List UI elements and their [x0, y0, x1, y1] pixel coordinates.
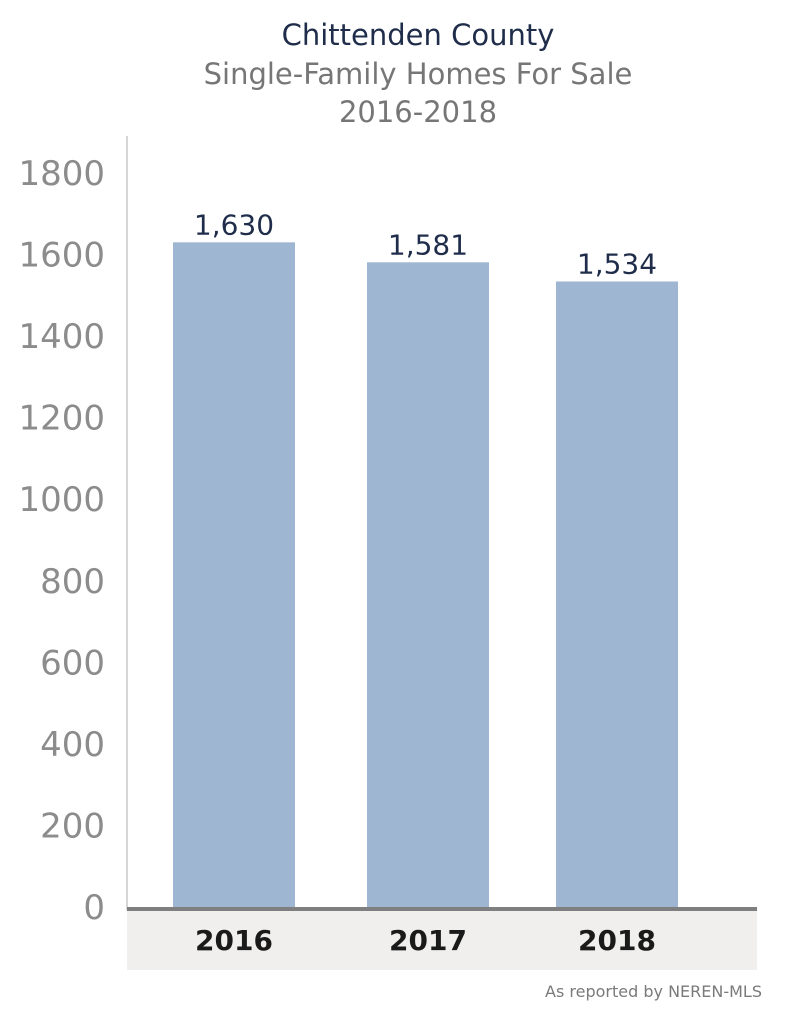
y-tick-label: 400: [40, 725, 105, 765]
y-tick-label: 1000: [18, 480, 105, 520]
data-label: 1,630: [194, 208, 274, 241]
x-tick-label: 2016: [195, 924, 273, 957]
x-tick-label: 2017: [389, 924, 467, 957]
y-tick-label: 1400: [18, 317, 105, 357]
bar-2018: [556, 281, 678, 908]
x-tick-label: 2018: [578, 924, 656, 957]
y-tick-label: 800: [40, 562, 105, 602]
y-tick-label: 1600: [18, 236, 105, 276]
y-tick-label: 0: [83, 888, 105, 928]
y-tick-label: 1800: [18, 154, 105, 194]
data-labels: 1,630 1,581 1,534: [194, 208, 657, 280]
x-axis-band: [127, 910, 757, 970]
bars: [173, 242, 678, 908]
y-tick-label: 200: [40, 806, 105, 846]
y-tick-label: 1200: [18, 399, 105, 439]
bar-2016: [173, 242, 295, 908]
y-tick-label: 600: [40, 643, 105, 683]
chart-title: Chittenden County: [282, 18, 555, 52]
bar-2017: [367, 262, 489, 907]
data-label: 1,581: [388, 228, 468, 261]
chart-period: 2016-2018: [339, 95, 497, 129]
y-tick-labels: 0 200 400 600 800 1000 1200 1400 1600 1800: [18, 154, 105, 928]
data-label: 1,534: [577, 247, 657, 280]
footnote: As reported by NEREN-MLS: [545, 982, 762, 1001]
chart-subtitle: Single-Family Homes For Sale: [204, 57, 633, 91]
x-tick-labels: 2016 2017 2018: [195, 924, 656, 957]
